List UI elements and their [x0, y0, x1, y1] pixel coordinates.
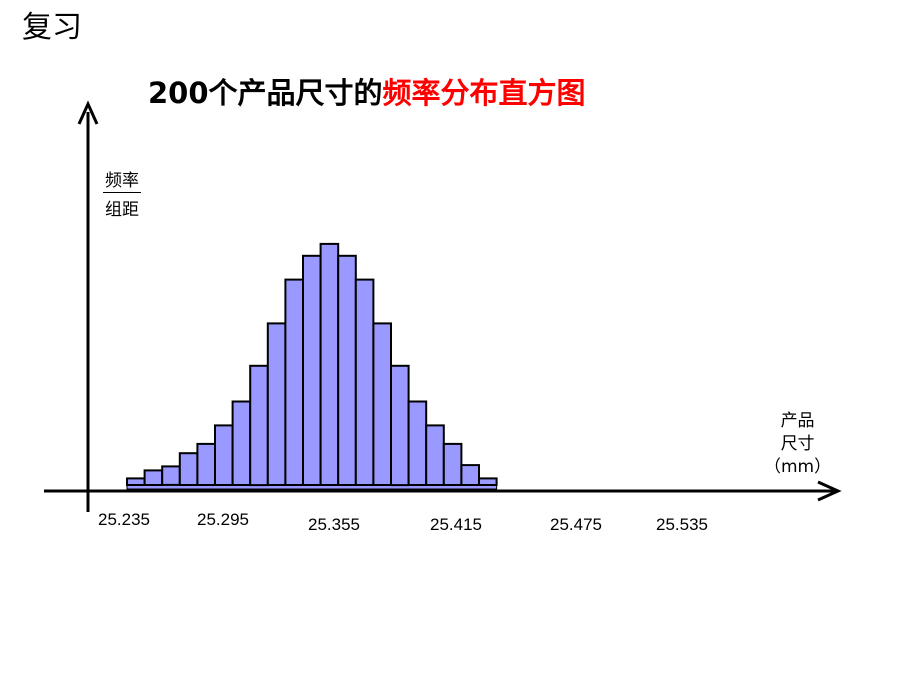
chart-title-prefix: 200个产品尺寸的	[148, 76, 383, 110]
y-axis-arrow-icon	[77, 100, 99, 125]
x-tick-label: 25.475	[550, 515, 602, 534]
histogram-bar	[337, 254, 357, 486]
histogram-bar	[390, 364, 410, 487]
histogram-bar	[478, 477, 498, 486]
x-axis-label-line-3: （mm）	[764, 457, 832, 477]
histogram-bar	[161, 465, 181, 486]
y-axis-label: 频率 组距	[103, 166, 141, 220]
x-tick-label: 25.415	[430, 515, 482, 534]
histogram-bars	[126, 242, 498, 490]
x-axis-label: 产品 尺寸 （mm）	[764, 410, 831, 479]
section-heading: 复习	[22, 10, 82, 45]
histogram-bar	[249, 364, 269, 487]
histogram-bar	[266, 322, 287, 486]
x-axis-arrow-icon	[817, 480, 842, 502]
histogram-bar	[302, 254, 322, 486]
x-tick-label: 25.235	[98, 510, 150, 529]
x-axis-label-line-2: 尺寸	[780, 434, 815, 454]
histogram-bar	[214, 424, 234, 486]
x-axis-label-line-1: 产品	[780, 411, 815, 431]
x-tick-label: 25.295	[197, 510, 249, 529]
x-tick-label: 25.355	[308, 515, 360, 534]
x-tick-label: 25.535	[656, 515, 708, 534]
y-axis-label-denominator: 组距	[105, 200, 139, 220]
histogram-bar	[407, 400, 428, 486]
histogram-bar	[319, 242, 340, 486]
histogram-bar	[178, 452, 199, 487]
histogram-bar	[284, 278, 304, 486]
chart-title-accent: 频率分布直方图	[382, 76, 586, 110]
histogram-bar	[372, 322, 392, 486]
chart-title: 200个产品尺寸的频率分布直方图	[148, 70, 586, 112]
histogram-bar	[231, 400, 252, 486]
histogram-bar	[196, 442, 216, 486]
histogram-bar	[143, 469, 164, 486]
histogram-bar	[126, 477, 146, 486]
y-axis-label-numerator: 频率	[103, 166, 141, 193]
histogram-bar	[354, 278, 375, 486]
histogram-bar	[442, 442, 463, 486]
histogram-bar	[425, 424, 445, 486]
histogram-bar	[460, 464, 480, 487]
